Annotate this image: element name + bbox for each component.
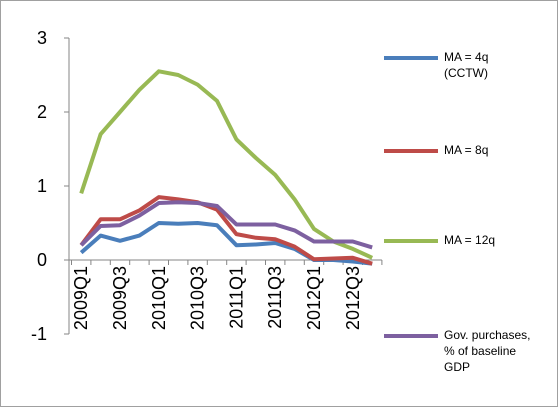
legend-label: MA = 12q (444, 233, 496, 247)
legend-label: MA = 4q (CCTW) (444, 50, 489, 80)
series-line (79, 195, 373, 266)
y-tick-label: 3 (37, 28, 47, 48)
x-tick-label: 2011Q1 (226, 266, 246, 329)
x-tick-label: 2012Q3 (343, 266, 363, 330)
series-line (79, 69, 374, 260)
legend-label: MA = 8q (444, 143, 489, 157)
x-tick-label: 2009Q3 (110, 266, 130, 330)
x-tick-label: 2011Q3 (265, 266, 285, 329)
y-tick-label: 2 (37, 102, 47, 122)
y-tick-label: 0 (37, 250, 47, 270)
y-tick-label: 1 (37, 176, 47, 196)
x-tick-label: 2009Q1 (71, 266, 91, 330)
y-tick-label: -1 (31, 324, 47, 344)
legend-label: Gov. purchases, % of baseline GDP (444, 328, 531, 374)
series-line (79, 200, 373, 250)
x-tick-label: 2012Q1 (304, 266, 324, 330)
x-tick-label: 2010Q3 (188, 266, 208, 330)
x-tick-label: 2010Q1 (149, 266, 169, 330)
